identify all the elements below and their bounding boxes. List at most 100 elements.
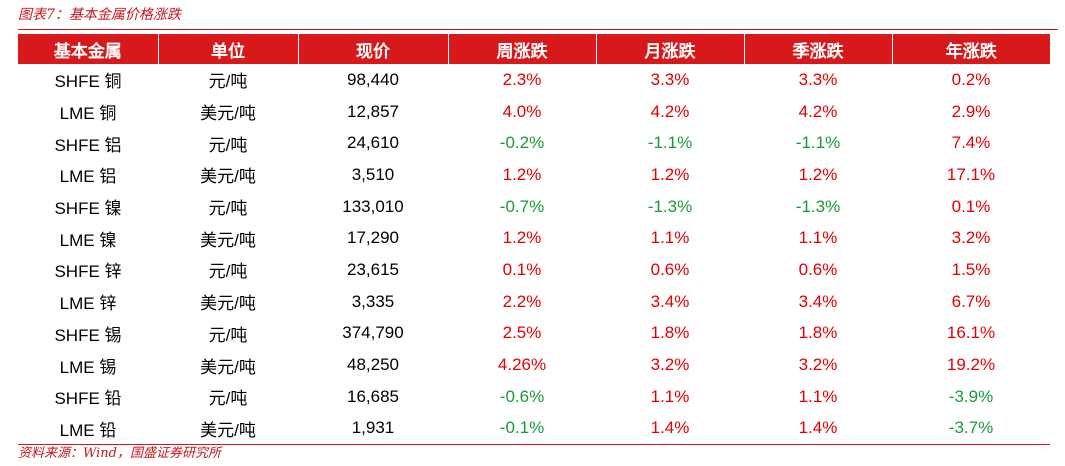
table-row: SHFE 铜 元/吨 98,440 2.3% 3.3% 3.3% 0.2%: [18, 64, 1050, 96]
cell-price: 1,931: [298, 412, 448, 446]
cell-yearly-change: 1.5%: [951, 259, 991, 279]
header-unit: 单位: [158, 34, 299, 64]
cell-price: 133,010: [342, 196, 404, 216]
header-weekly-change: 周涨跌: [448, 34, 597, 64]
cell-unit: 美元/吨: [200, 104, 256, 124]
figure-caption: 图表7：基本金属价格涨跌: [18, 7, 181, 23]
cell-yearly-change: 7.4%: [951, 133, 991, 153]
cell-monthly-change: -1.1%: [647, 133, 693, 153]
cell-yearly-change: -3.7%: [892, 412, 1050, 446]
table-row: SHFE 铅 元/吨 16,685 -0.6% 1.1% 1.1% -3.9%: [18, 381, 1050, 413]
cell-weekly-change: -0.6%: [499, 386, 545, 406]
cell-price: 374,790: [342, 323, 404, 343]
cell-quarterly-change: 1.4%: [744, 412, 892, 446]
cell-metal: SHFE 锡: [54, 325, 122, 345]
cell-unit: 元/吨: [208, 389, 248, 409]
table-row: LME 锌 美元/吨 3,335 2.2% 3.4% 3.4% 6.7%: [18, 286, 1050, 318]
cell-monthly-change: 1.8%: [650, 323, 690, 343]
cell-price: 16,685: [347, 386, 399, 406]
cell-monthly-change: 3.3%: [650, 69, 690, 89]
cell-quarterly-change: -1.3%: [795, 196, 841, 216]
cell-weekly-change: 1.2%: [502, 228, 542, 248]
cell-quarterly-change: 1.2%: [798, 164, 838, 184]
cell-unit: 美元/吨: [200, 357, 256, 377]
header-monthly-change: 月涨跌: [596, 34, 745, 64]
table-row: SHFE 锌 元/吨 23,615 0.1% 0.6% 0.6% 1.5%: [18, 254, 1050, 286]
cell-weekly-change: 4.26%: [497, 355, 547, 375]
cell-weekly-change: -0.2%: [499, 133, 545, 153]
cell-metal: LME 锌: [59, 294, 117, 314]
cell-metal: LME 镍: [59, 230, 117, 250]
header-yearly-change: 年涨跌: [892, 34, 1050, 64]
cell-metal: LME 铅: [18, 412, 158, 446]
cell-yearly-change: 3.2%: [951, 228, 991, 248]
cell-weekly-change: 0.1%: [502, 259, 542, 279]
cell-quarterly-change: 1.1%: [798, 228, 838, 248]
cell-quarterly-change: -1.1%: [795, 133, 841, 153]
cell-monthly-change: 1.1%: [650, 386, 690, 406]
cell-monthly-change: 3.2%: [650, 355, 690, 375]
cell-quarterly-change: 4.2%: [798, 101, 838, 121]
cell-yearly-change: 16.1%: [946, 323, 996, 343]
cell-yearly-change: 19.2%: [946, 355, 996, 375]
cell-monthly-change: 1.2%: [650, 164, 690, 184]
cell-weekly-change: 2.3%: [502, 69, 542, 89]
cell-weekly-change: 1.2%: [502, 164, 542, 184]
cell-metal: LME 铜: [59, 104, 117, 124]
cell-metal: SHFE 镍: [54, 199, 122, 219]
table-row: SHFE 镍 元/吨 133,010 -0.7% -1.3% -1.3% 0.1%: [18, 191, 1050, 223]
cell-unit: 元/吨: [208, 135, 248, 155]
cell-metal: SHFE 铅: [54, 389, 122, 409]
cell-monthly-change: 1.4%: [596, 412, 744, 446]
cell-price: 24,610: [347, 133, 399, 153]
cell-yearly-change: 0.2%: [951, 69, 991, 89]
cell-price: 12,857: [347, 101, 399, 121]
cell-monthly-change: 0.6%: [650, 259, 690, 279]
cell-weekly-change: 2.2%: [502, 291, 542, 311]
cell-price: 23,615: [347, 259, 399, 279]
cell-quarterly-change: 0.6%: [798, 259, 838, 279]
header-price: 现价: [298, 34, 449, 64]
cell-yearly-change: 2.9%: [951, 101, 991, 121]
cell-price: 3,335: [351, 291, 395, 311]
cell-price: 17,290: [347, 228, 399, 248]
caption-divider: [18, 29, 1058, 30]
cell-quarterly-change: 3.3%: [798, 69, 838, 89]
cell-yearly-change: 17.1%: [946, 164, 996, 184]
cell-weekly-change: -0.7%: [499, 196, 545, 216]
cell-monthly-change: 4.2%: [650, 101, 690, 121]
cell-metal: SHFE 铝: [54, 135, 122, 155]
table-row: LME 铜 美元/吨 12,857 4.0% 4.2% 4.2% 2.9%: [18, 96, 1050, 128]
cell-unit: 美元/吨: [200, 167, 256, 187]
cell-unit: 元/吨: [208, 72, 248, 92]
cell-price: 48,250: [347, 355, 399, 375]
cell-weekly-change: 4.0%: [502, 101, 542, 121]
cell-yearly-change: 0.1%: [951, 196, 991, 216]
cell-metal: LME 锡: [59, 357, 117, 377]
cell-unit: 元/吨: [208, 199, 248, 219]
cell-metal: SHFE 铜: [54, 72, 122, 92]
cell-unit: 美元/吨: [158, 412, 298, 446]
cell-unit: 元/吨: [208, 262, 248, 282]
cell-weekly-change: 2.5%: [502, 323, 542, 343]
cell-unit: 美元/吨: [200, 230, 256, 250]
table-row: LME 镍 美元/吨 17,290 1.2% 1.1% 1.1% 3.2%: [18, 222, 1050, 254]
cell-metal: SHFE 锌: [54, 262, 122, 282]
metal-price-table: 基本金属 单位 现价 周涨跌 月涨跌 季涨跌 年涨跌 SHFE 铜元/吨 98,4…: [18, 34, 1050, 446]
table-row: SHFE 锡 元/吨 374,790 2.5% 1.8% 1.8% 16.1%: [18, 318, 1050, 350]
cell-monthly-change: -1.3%: [647, 196, 693, 216]
cell-price: 3,510: [351, 164, 395, 184]
table-header-row: 基本金属 单位 现价 周涨跌 月涨跌 季涨跌 年涨跌: [18, 34, 1050, 64]
header-quarterly-change: 季涨跌: [744, 34, 893, 64]
cell-unit: 美元/吨: [200, 294, 256, 314]
cell-monthly-change: 1.1%: [650, 228, 690, 248]
cell-yearly-change: 6.7%: [951, 291, 991, 311]
cell-yearly-change: -3.9%: [948, 386, 994, 406]
cell-unit: 元/吨: [208, 325, 248, 345]
cell-monthly-change: 3.4%: [650, 291, 690, 311]
table-row: LME 锡 美元/吨 48,250 4.26% 3.2% 3.2% 19.2%: [18, 349, 1050, 381]
cell-quarterly-change: 3.2%: [798, 355, 838, 375]
source-note: 资料来源：Wind，国盛证券研究所: [18, 446, 221, 461]
table-row: LME 铅美元/吨 1,931 -0.1% 1.4% 1.4% -3.7%: [18, 412, 1050, 446]
cell-weekly-change: -0.1%: [448, 412, 596, 446]
